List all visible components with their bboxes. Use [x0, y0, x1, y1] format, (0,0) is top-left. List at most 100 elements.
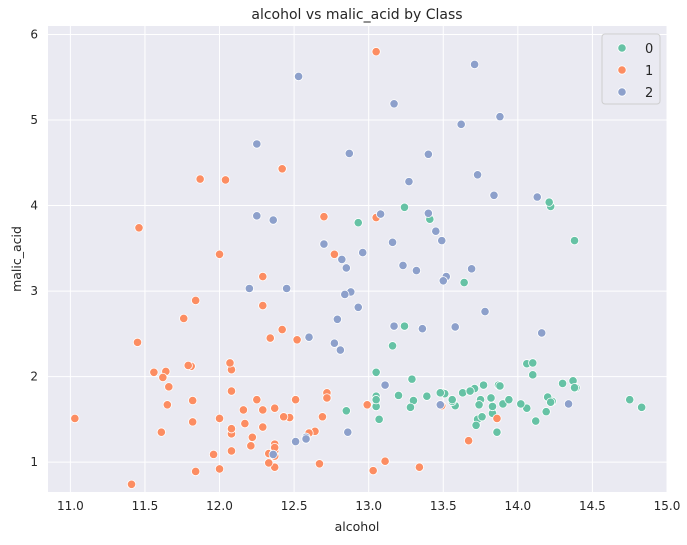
- data-point-class-1: [214, 413, 225, 424]
- data-point-class-2: [423, 149, 433, 159]
- data-point-class-2: [489, 190, 499, 200]
- data-point-class-0: [458, 388, 468, 398]
- data-point-class-1: [158, 372, 168, 383]
- data-point-class-0: [371, 395, 381, 405]
- y-axis-label: malic_acid: [9, 226, 24, 292]
- data-point-class-1: [252, 395, 262, 405]
- data-point-class-1: [247, 432, 257, 442]
- data-point-class-0: [528, 370, 538, 380]
- data-point-class-0: [557, 378, 568, 389]
- data-point-class-0: [544, 197, 554, 207]
- data-point-class-0: [504, 395, 514, 405]
- data-point-class-2: [332, 314, 342, 324]
- data-point-class-2: [380, 380, 390, 390]
- data-point-class-0: [486, 393, 496, 403]
- data-point-class-2: [532, 192, 542, 202]
- data-point-class-0: [341, 406, 351, 416]
- data-point-class-1: [183, 360, 193, 371]
- data-point-class-0: [465, 386, 475, 396]
- data-point-class-1: [195, 174, 205, 184]
- data-point-class-0: [374, 414, 384, 424]
- data-point-class-1: [149, 367, 159, 377]
- data-point-class-1: [258, 300, 268, 311]
- data-point-class-1: [314, 459, 325, 469]
- data-point-class-1: [162, 400, 172, 410]
- data-point-class-2: [387, 237, 398, 247]
- data-point-class-0: [399, 321, 410, 331]
- data-point-class-0: [459, 277, 469, 288]
- x-tick-label: 11.0: [57, 499, 84, 513]
- data-point-class-0: [528, 358, 538, 368]
- data-point-class-0: [637, 402, 647, 412]
- y-tick-label: 5: [30, 113, 38, 127]
- data-point-class-1: [292, 335, 302, 345]
- data-point-class-0: [474, 400, 484, 410]
- data-point-class-2: [268, 215, 278, 225]
- data-point-class-1: [371, 47, 381, 57]
- y-tick-label: 4: [30, 199, 38, 213]
- data-point-class-1: [329, 249, 339, 259]
- data-point-class-0: [371, 367, 381, 377]
- data-point-class-2: [304, 332, 314, 342]
- data-point-class-0: [546, 397, 556, 407]
- data-point-class-2: [252, 211, 262, 221]
- data-point-class-2: [244, 283, 254, 294]
- y-tick-label: 1: [30, 455, 38, 469]
- data-point-class-1: [238, 405, 248, 415]
- data-point-class-2: [337, 254, 347, 265]
- data-point-class-2: [537, 328, 547, 338]
- data-point-class-2: [344, 148, 354, 159]
- data-point-class-1: [208, 449, 219, 459]
- data-point-class-2: [389, 321, 399, 331]
- data-point-class-1: [290, 395, 301, 405]
- y-tick-label: 2: [30, 370, 38, 384]
- data-point-class-2: [358, 247, 368, 258]
- x-tick-label: 13.0: [355, 499, 382, 513]
- legend-label-0: 0: [645, 42, 653, 57]
- x-tick-label: 15.0: [654, 499, 681, 513]
- chart-title: alcohol vs malic_acid by Class: [251, 7, 462, 23]
- data-point-class-2: [450, 322, 460, 332]
- data-point-class-1: [464, 436, 474, 446]
- data-point-class-0: [487, 401, 498, 412]
- x-tick-label: 12.0: [206, 499, 233, 513]
- data-point-class-0: [407, 374, 417, 384]
- data-point-class-1: [270, 403, 280, 413]
- data-point-class-1: [214, 464, 225, 474]
- data-point-class-2: [411, 265, 422, 276]
- data-point-class-2: [398, 260, 408, 271]
- data-point-class-0: [435, 388, 445, 398]
- data-point-class-2: [495, 112, 505, 122]
- data-point-class-1: [179, 313, 189, 324]
- data-point-class-1: [279, 412, 289, 422]
- data-point-class-0: [471, 420, 481, 430]
- data-point-class-1: [414, 462, 424, 472]
- data-point-class-2: [467, 264, 477, 274]
- data-point-class-1: [191, 466, 201, 477]
- data-point-class-0: [477, 412, 487, 422]
- data-point-class-1: [362, 400, 372, 410]
- legend-marker-2: [617, 87, 627, 97]
- y-tick-label: 6: [30, 28, 38, 42]
- data-point-class-0: [447, 395, 457, 405]
- data-point-class-1: [188, 417, 198, 427]
- data-point-class-1: [277, 164, 287, 174]
- data-point-class-1: [226, 424, 237, 434]
- data-point-class-0: [569, 383, 580, 393]
- legend-label-1: 1: [645, 64, 653, 79]
- x-tick-label: 14.0: [504, 499, 531, 513]
- data-point-class-2: [456, 119, 466, 129]
- data-point-class-0: [516, 399, 526, 409]
- data-point-class-2: [301, 434, 311, 444]
- data-point-class-0: [478, 380, 489, 390]
- data-point-class-2: [252, 139, 262, 149]
- data-point-class-0: [393, 390, 404, 400]
- data-point-class-2: [335, 345, 345, 355]
- data-point-class-0: [625, 395, 635, 405]
- data-point-class-1: [156, 427, 166, 437]
- legend-marker-0: [617, 43, 627, 53]
- data-point-class-2: [404, 177, 414, 187]
- data-point-class-2: [329, 338, 339, 348]
- data-point-class-1: [132, 337, 143, 347]
